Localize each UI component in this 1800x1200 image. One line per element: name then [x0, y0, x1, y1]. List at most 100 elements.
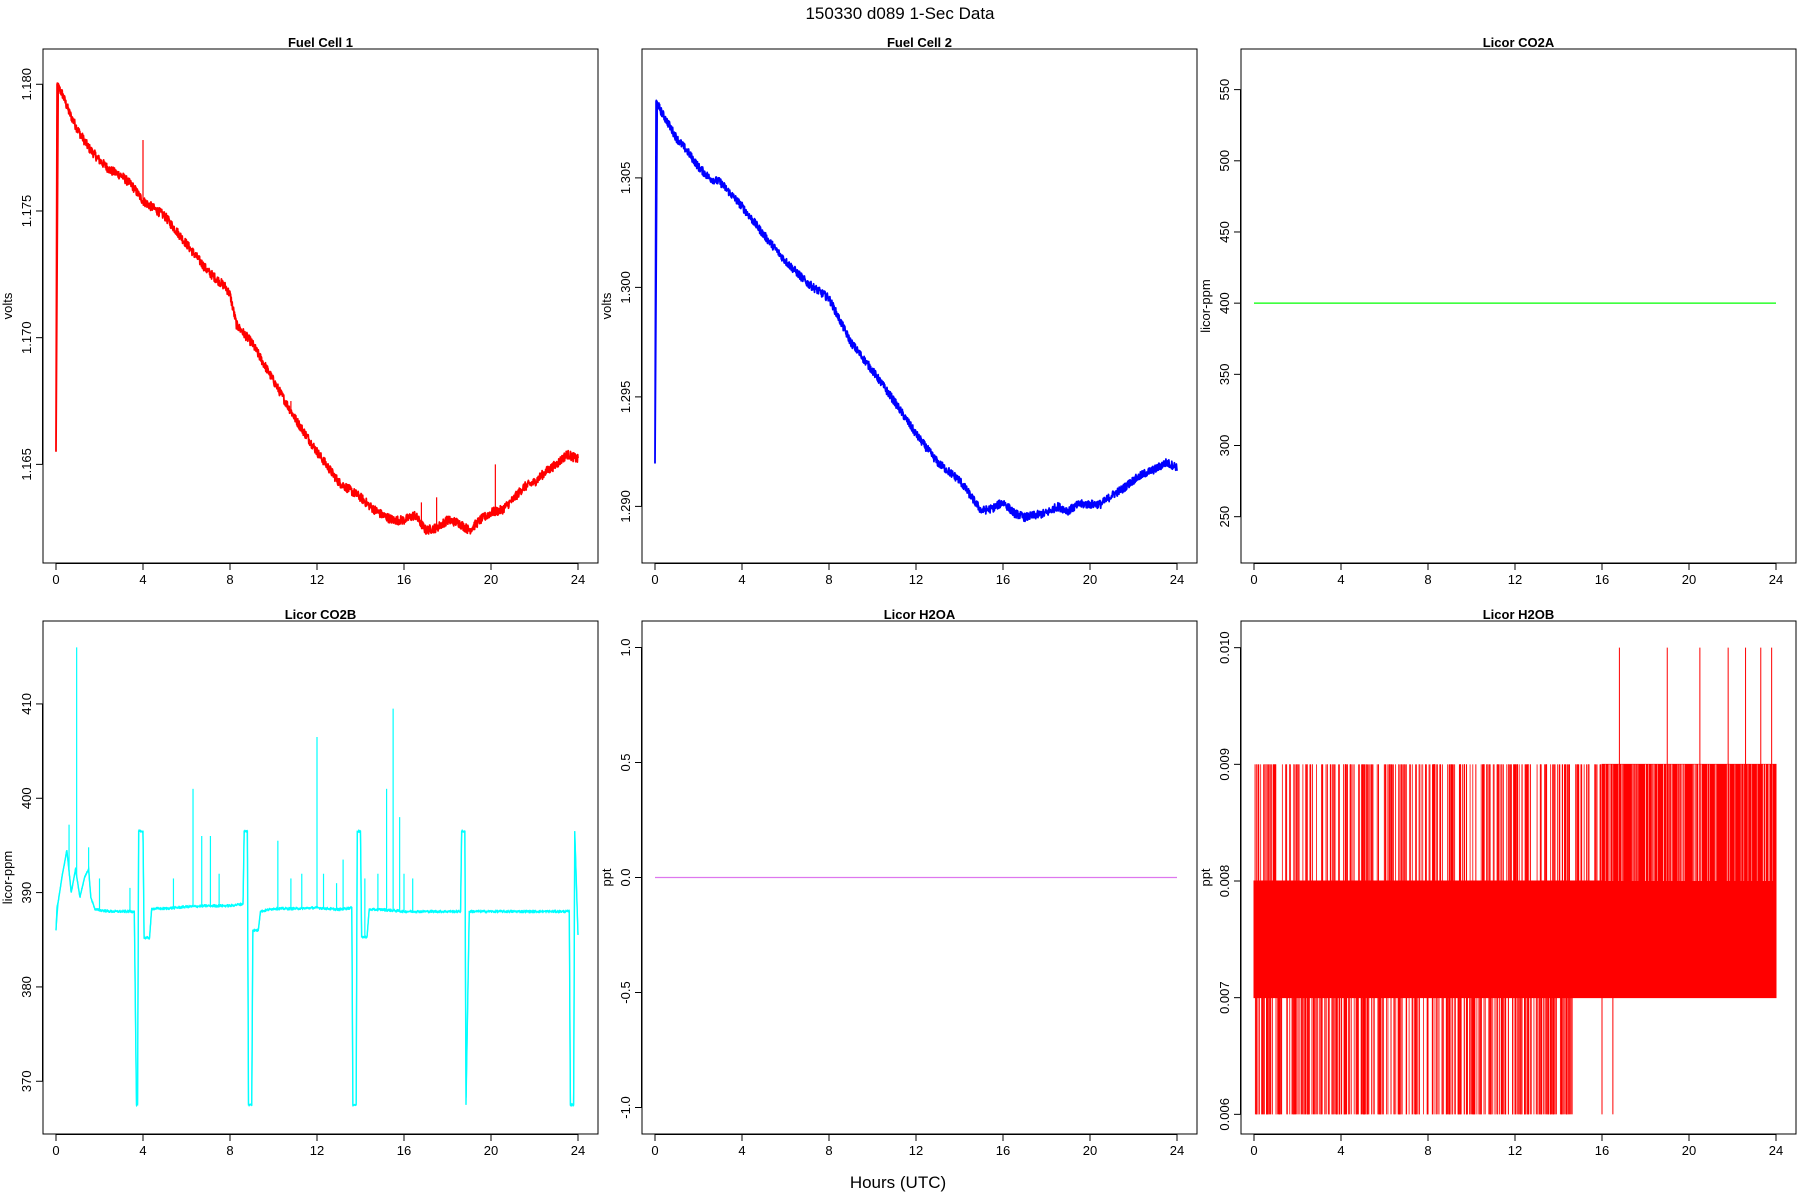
x-tick-label: 4 — [738, 572, 745, 587]
x-tick-label: 24 — [571, 1143, 585, 1158]
x-tick-label: 24 — [1170, 572, 1184, 587]
plot-area — [1253, 647, 1777, 1115]
x-tick-label: 8 — [825, 1143, 832, 1158]
y-axis: 370 380 390 400 410 — [19, 693, 43, 1092]
x-tick-label: 4 — [139, 1143, 146, 1158]
x-tick-label: 8 — [226, 1143, 233, 1158]
y-axis: 1.165 1.170 1.175 1.180 — [19, 68, 43, 481]
panel-title: Fuel Cell 2 — [887, 35, 952, 50]
y-axis: 1.290 1.295 1.300 1.305 — [618, 162, 642, 523]
spikes — [1254, 647, 1773, 1115]
series-steps — [55, 830, 579, 1106]
y-axis-label: volts — [0, 292, 15, 319]
plot-area — [55, 647, 579, 1107]
x-tick-label: 12 — [310, 1143, 324, 1158]
y-axis: 0.006 0.007 0.008 0.009 0.010 — [1217, 631, 1241, 1131]
x-tick-label: 0 — [651, 1143, 658, 1158]
y-axis: 250 300 350 400 450 500 550 — [1217, 79, 1241, 528]
spikes — [68, 647, 414, 937]
y-tick-label: 1.175 — [19, 195, 34, 228]
x-tick-label: 0 — [651, 572, 658, 587]
y-tick-label: 1.300 — [618, 271, 633, 304]
y-tick-label: 250 — [1217, 506, 1232, 528]
x-tick-label: 0 — [52, 1143, 59, 1158]
y-tick-label: 1.170 — [19, 321, 34, 354]
plot-frame — [1240, 48, 1797, 564]
x-tick-label: 16 — [397, 572, 411, 587]
x-tick-label: 16 — [1595, 1143, 1609, 1158]
plot-area — [55, 82, 579, 535]
x-axis: 0 4 8 12 16 20 24 — [651, 563, 1184, 587]
y-tick-label: 400 — [19, 787, 34, 809]
y-tick-label: 390 — [19, 882, 34, 904]
x-tick-label: 24 — [1769, 572, 1783, 587]
y-tick-label: 550 — [1217, 79, 1232, 101]
y-tick-label: 1.305 — [618, 162, 633, 195]
y-tick-label: 0.007 — [1217, 981, 1232, 1014]
x-tick-label: 20 — [1083, 1143, 1097, 1158]
x-tick-label: 20 — [1083, 572, 1097, 587]
y-tick-label: 400 — [1217, 292, 1232, 314]
x-tick-label: 16 — [397, 1143, 411, 1158]
band-gaps — [1604, 764, 1773, 881]
y-axis-label: licor-ppm — [1198, 279, 1213, 332]
plot-frame — [42, 620, 599, 1135]
x-axis: 0 4 8 12 16 20 24 — [52, 563, 585, 587]
x-tick-label: 24 — [1769, 1143, 1783, 1158]
panel-title: Licor CO2A — [1483, 35, 1555, 50]
x-tick-label: 4 — [1337, 572, 1344, 587]
x-tick-label: 8 — [825, 572, 832, 587]
x-tick-label: 12 — [310, 572, 324, 587]
y-tick-label: 410 — [19, 693, 34, 715]
panel-5: Licor H2OA ppt 0 4 8 12 16 20 24 -1.0 -0.5 0.0 0.5 1.… — [599, 607, 1198, 1158]
x-axis: 0 4 8 12 16 20 24 — [52, 1134, 585, 1158]
y-tick-label: -0.5 — [618, 981, 633, 1003]
x-tick-label: 24 — [1170, 1143, 1184, 1158]
panel-title: Fuel Cell 1 — [288, 35, 353, 50]
y-tick-label: 1.165 — [19, 448, 34, 481]
y-tick-label: 370 — [19, 1070, 34, 1092]
plot-frame — [641, 48, 1198, 564]
x-tick-label: 8 — [1424, 1143, 1431, 1158]
x-tick-label: 0 — [1250, 572, 1257, 587]
y-tick-label: 1.295 — [618, 381, 633, 414]
figure-title: 150330 d089 1-Sec Data — [805, 4, 995, 23]
x-tick-label: 20 — [484, 572, 498, 587]
x-tick-label: 24 — [571, 572, 585, 587]
x-tick-label: 20 — [1682, 1143, 1696, 1158]
x-tick-label: 12 — [1508, 1143, 1522, 1158]
y-tick-label: 350 — [1217, 363, 1232, 385]
x-tick-label: 12 — [909, 1143, 923, 1158]
y-axis-label: ppt — [1198, 868, 1213, 886]
x-tick-label: 8 — [1424, 572, 1431, 587]
plot-frame — [42, 48, 599, 564]
y-axis: -1.0 -0.5 0.0 0.5 1.0 — [618, 638, 642, 1119]
panel-title: Licor H2OA — [884, 607, 956, 622]
y-tick-label: 1.180 — [19, 68, 34, 101]
x-tick-label: 4 — [139, 572, 146, 587]
x-tick-label: 20 — [484, 1143, 498, 1158]
x-tick-label: 0 — [52, 572, 59, 587]
y-tick-label: 0.006 — [1217, 1098, 1232, 1131]
panel-3: Licor CO2A licor-ppm 0 4 8 12 16 20 24 250 300 350 4… — [1198, 35, 1797, 587]
x-tick-label: 12 — [909, 572, 923, 587]
x-tick-label: 20 — [1682, 572, 1696, 587]
y-tick-label: -1.0 — [618, 1096, 633, 1118]
y-tick-label: 0.008 — [1217, 865, 1232, 898]
y-tick-label: 0.010 — [1217, 631, 1232, 664]
panel-4: Licor CO2B licor-ppm 0 4 8 12 16 20 24 370 380 390 4… — [0, 607, 599, 1158]
y-tick-label: 500 — [1217, 150, 1232, 172]
y-tick-label: 300 — [1217, 435, 1232, 457]
y-axis-label: ppt — [599, 868, 614, 886]
series-line — [654, 99, 1178, 523]
x-tick-label: 16 — [996, 1143, 1010, 1158]
x-tick-label: 4 — [738, 1143, 745, 1158]
x-axis: 0 4 8 12 16 20 24 — [651, 1134, 1184, 1158]
x-tick-label: 4 — [1337, 1143, 1344, 1158]
y-tick-label: 1.290 — [618, 490, 633, 523]
